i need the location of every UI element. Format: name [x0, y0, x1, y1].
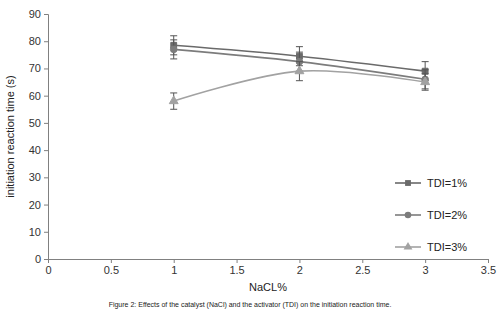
tick-label: 80	[29, 35, 41, 47]
legend-marker	[404, 242, 413, 250]
tick: 0.5	[104, 259, 119, 276]
tick: 1.5	[229, 259, 244, 276]
error-cap	[296, 46, 303, 47]
point	[169, 96, 178, 104]
error-bar	[170, 93, 177, 109]
marks	[169, 36, 429, 110]
tick-mark	[237, 259, 238, 263]
error-cap	[296, 52, 303, 53]
legend-label: TDI=1%	[427, 177, 467, 189]
tick: 2	[297, 259, 303, 276]
tick: 30	[29, 171, 48, 183]
tick-label: 2.5	[355, 264, 370, 276]
tick-label: 70	[29, 62, 41, 74]
error-cap	[422, 69, 429, 70]
tick-label: 0	[45, 264, 51, 276]
tick: 0	[45, 259, 51, 276]
tick-mark	[111, 259, 112, 263]
tick-mark	[44, 96, 48, 97]
legend-item: TDI=2%	[395, 209, 467, 221]
tick-mark	[44, 259, 48, 260]
error-bar	[296, 62, 303, 81]
x-axis: 0 0.5 1 1.5 2 2.5 3 3.5	[45, 259, 496, 276]
point	[170, 46, 177, 53]
legend-item: TDI=1%	[395, 177, 467, 189]
tick-mark	[44, 205, 48, 206]
error-cap	[170, 109, 177, 110]
tick-mark	[44, 14, 48, 15]
x-axis-line	[49, 260, 489, 264]
tick-mark	[44, 68, 48, 69]
series	[170, 36, 428, 81]
plot: 0 0.5 1 1.5 2 2.5 3 3.5 0 10 20 30 40 50 60 70 80 90	[29, 8, 496, 276]
tick-label: 30	[29, 171, 41, 183]
error-cap	[170, 35, 177, 36]
tick: 20	[29, 199, 48, 211]
error-cap	[296, 80, 303, 81]
chart: 0 0.5 1 1.5 2 2.5 3 3.5 0 10 20 30 40 50 60 70 80 90 NaCL%…	[0, 0, 500, 315]
tick: 90	[29, 8, 48, 20]
tick-mark	[44, 232, 48, 233]
tick-label: 10	[29, 226, 41, 238]
error-cap	[422, 73, 429, 74]
tick: 1	[171, 259, 177, 276]
tick: 10	[29, 226, 48, 238]
tick-label: 1.5	[229, 264, 244, 276]
tick-mark	[174, 259, 175, 263]
tick-label: 2	[297, 264, 303, 276]
tick-label: 0.5	[104, 264, 119, 276]
tick-label: 3	[423, 264, 429, 276]
tick-label: 3.5	[481, 264, 496, 276]
legend-label: TDI=2%	[427, 209, 467, 221]
error-cap	[422, 61, 429, 62]
y-axis-title: initiation reaction time (s)	[4, 75, 16, 197]
tick: 80	[29, 35, 48, 47]
tick-label: 90	[29, 8, 41, 20]
tick-label: 40	[29, 144, 41, 156]
tick-mark	[44, 177, 48, 178]
tick: 50	[29, 117, 48, 129]
tick-mark	[362, 259, 363, 263]
tick-label: 60	[29, 90, 41, 102]
legend-marker	[405, 180, 411, 186]
tick: 3	[423, 259, 429, 276]
tick-mark	[44, 41, 48, 42]
error-cap	[170, 92, 177, 93]
point	[295, 66, 304, 74]
tick-label: 0	[35, 253, 41, 265]
y-axis: 0 10 20 30 40 50 60 70 80 90	[29, 8, 49, 265]
tick-label: 50	[29, 117, 41, 129]
tick: 2.5	[355, 259, 370, 276]
series	[169, 62, 429, 110]
error-cap	[422, 90, 429, 91]
legend-item: TDI=3%	[395, 241, 467, 253]
error-cap	[170, 58, 177, 59]
tick-mark	[299, 259, 300, 263]
legend: TDI=1% TDI=2% TDI=3%	[395, 177, 467, 253]
series	[170, 40, 428, 89]
error-cap	[296, 61, 303, 62]
tick-mark	[44, 123, 48, 124]
tick: 70	[29, 62, 48, 74]
error-bar	[170, 40, 177, 59]
tick: 40	[29, 144, 48, 156]
error-cap	[170, 39, 177, 40]
tick-mark	[44, 150, 48, 151]
caption: Figure 2: Effects of the catalyst (NaCl)…	[109, 301, 392, 309]
tick: 0	[35, 253, 48, 265]
tick-mark	[425, 259, 426, 263]
error-bar	[422, 74, 429, 90]
x-axis-title: NaCL%	[249, 281, 287, 293]
legend-label: TDI=3%	[427, 241, 467, 253]
tick: 60	[29, 90, 48, 102]
point	[421, 77, 430, 85]
tick: 3.5	[481, 259, 496, 276]
y-axis-line	[44, 15, 49, 260]
tick-mark	[488, 259, 489, 263]
tick-label: 20	[29, 199, 41, 211]
legend-marker	[405, 212, 412, 219]
tick-label: 1	[171, 264, 177, 276]
